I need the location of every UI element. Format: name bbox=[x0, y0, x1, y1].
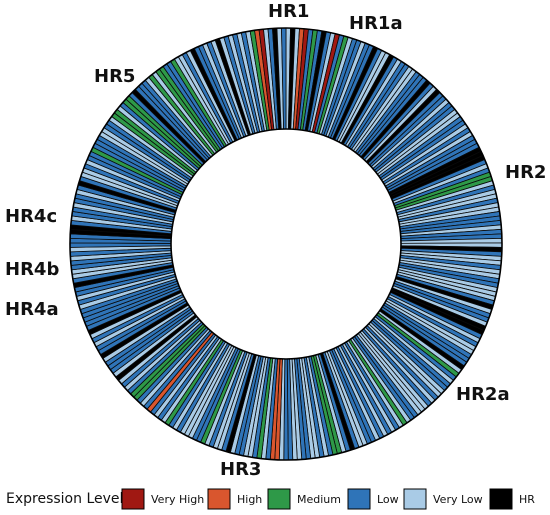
legend-swatch-low bbox=[347, 488, 371, 510]
legend-label-very-low: Very Low bbox=[433, 493, 483, 506]
legend-swatch-very-high bbox=[121, 488, 145, 510]
legend-label-very-high: Very High bbox=[151, 493, 204, 506]
legend-title: Expression Level bbox=[6, 491, 123, 507]
legend-swatch-hr bbox=[489, 488, 513, 510]
region-label-hr4b: HR4b bbox=[5, 259, 59, 280]
region-label-hr4a: HR4a bbox=[5, 299, 59, 320]
legend-label-low: Low bbox=[377, 493, 399, 506]
legend-swatch-medium bbox=[267, 488, 291, 510]
legend-label-high: High bbox=[237, 493, 262, 506]
region-label-hr3: HR3 bbox=[220, 459, 261, 480]
region-label-hr1a: HR1a bbox=[349, 13, 403, 34]
region-label-hr2a: HR2a bbox=[456, 384, 510, 405]
ring-inner-edge bbox=[170, 128, 402, 360]
region-label-hr1: HR1 bbox=[268, 1, 309, 22]
region-label-hr5: HR5 bbox=[94, 66, 135, 87]
legend-label-hr: HR bbox=[519, 493, 535, 506]
region-labels: HR1 HR1a HR2 HR2a HR3 HR4a HR4b HR4c HR5 bbox=[5, 1, 546, 480]
legend-swatch-very-low bbox=[403, 488, 427, 510]
region-label-hr4c: HR4c bbox=[5, 206, 57, 227]
ring-outer-edge bbox=[69, 27, 503, 461]
legend: Expression Level Very High High Medium L… bbox=[6, 488, 535, 510]
legend-label-medium: Medium bbox=[297, 493, 341, 506]
legend-swatch-high bbox=[207, 488, 231, 510]
expression-ring bbox=[69, 27, 503, 461]
region-label-hr2: HR2 bbox=[505, 162, 546, 183]
